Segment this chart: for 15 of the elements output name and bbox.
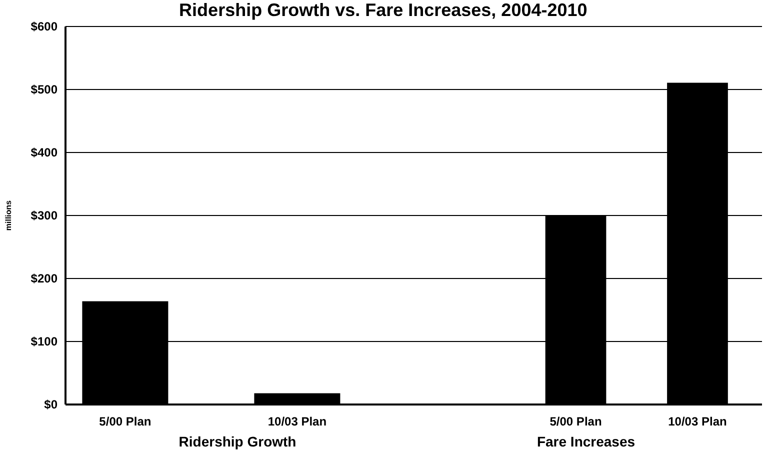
- y-tick-label: $600: [30, 20, 58, 34]
- chart-title: Ridership Growth vs. Fare Increases, 2004-2010: [179, 0, 588, 20]
- y-tick-label: $400: [30, 146, 58, 160]
- x-axis-title: Fare Increases: [536, 434, 636, 450]
- y-tick-label: $500: [30, 82, 58, 96]
- y-axis-title: millions: [4, 200, 13, 231]
- y-tick-label: $0: [44, 398, 58, 412]
- x-tick-label: 10/03 Plan: [268, 414, 327, 428]
- y-tick-label: $100: [30, 334, 58, 348]
- y-tick-label: $200: [30, 272, 58, 286]
- x-tick-label: 5/00 Plan: [550, 414, 602, 428]
- x-axis-title: Ridership Growth: [178, 434, 296, 450]
- x-tick-label: 10/03 Plan: [668, 414, 727, 428]
- x-tick-label: 5/00 Plan: [99, 414, 152, 428]
- y-tick-label: $300: [30, 208, 58, 222]
